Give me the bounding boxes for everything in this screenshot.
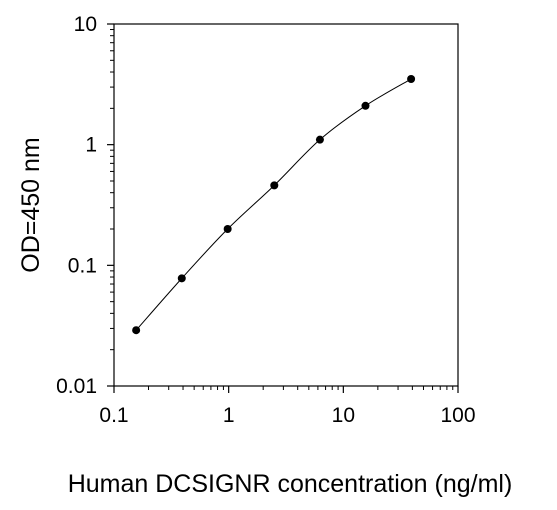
data-point (270, 181, 279, 190)
x-tick-label: 0.1 (99, 404, 128, 427)
y-axis-ticks (107, 23, 114, 387)
data-point (223, 225, 232, 234)
x-tick-label: 10 (332, 404, 355, 427)
data-point (132, 326, 141, 335)
y-tick-label: 0.1 (68, 254, 97, 277)
y-axis-tick-labels: 0.01 0.1 1 10 (56, 13, 97, 398)
data-point (361, 101, 370, 110)
y-axis-title: OD=450 nm (17, 137, 45, 273)
data-point (177, 274, 186, 283)
data-point (407, 75, 416, 84)
x-tick-label: 100 (440, 404, 475, 427)
x-axis-ticks (113, 386, 459, 393)
series-line (135, 78, 412, 331)
data-point (315, 135, 324, 144)
series-points (132, 75, 416, 335)
x-tick-label: 1 (223, 404, 235, 427)
plot-frame (113, 23, 459, 387)
x-axis-title: Human DCSIGNR concentration (ng/ml) (68, 470, 513, 498)
y-tick-label: 10 (74, 13, 97, 36)
y-tick-label: 1 (85, 134, 97, 157)
y-tick-label: 0.01 (56, 375, 97, 398)
x-axis-tick-labels: 0.1 1 10 100 (99, 404, 475, 427)
